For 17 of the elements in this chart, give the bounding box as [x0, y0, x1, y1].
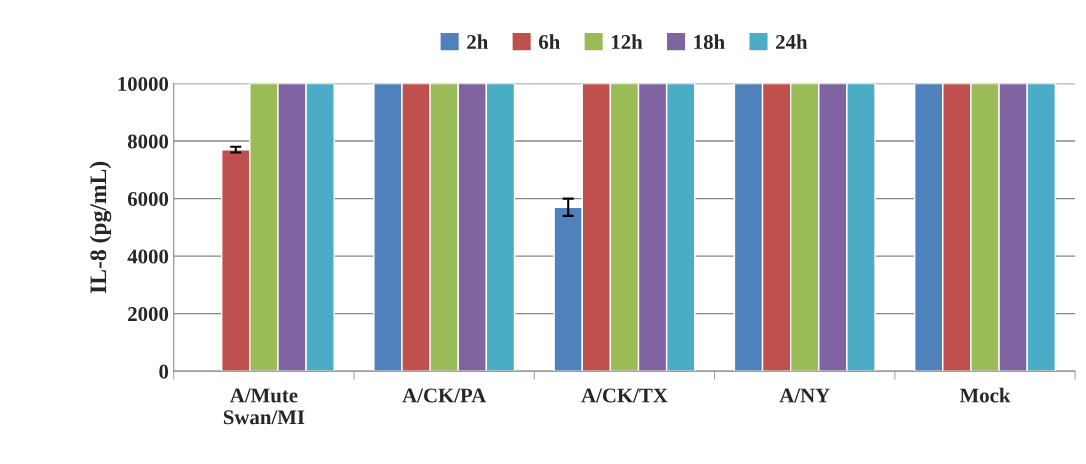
y-tick-label: 0	[159, 364, 169, 379]
y-tick-label: 10000	[118, 76, 169, 91]
x-tick-label: A/NY	[779, 388, 830, 403]
x-tick-label: A/CK/TX	[581, 388, 668, 403]
y-tick-label: 8000	[127, 134, 169, 149]
y-tick-label: 2000	[128, 307, 169, 322]
legend-label: 24h	[776, 34, 808, 49]
x-tick-label: A/Mute Swan/MI	[223, 388, 305, 425]
legend-label: 2h	[467, 34, 489, 49]
legend-label: 6h	[539, 34, 561, 50]
x-tick-label: Mock	[959, 387, 1011, 403]
y-tick-label: 4000	[127, 249, 169, 264]
legend-label: 12h	[611, 34, 643, 49]
legend-label: 18h	[694, 34, 725, 50]
x-tick-label: A/CK/PA	[402, 388, 487, 403]
y-tick-label: 6000	[127, 191, 169, 207]
y-axis-title: IL-8 (pg/mL)	[89, 161, 112, 294]
